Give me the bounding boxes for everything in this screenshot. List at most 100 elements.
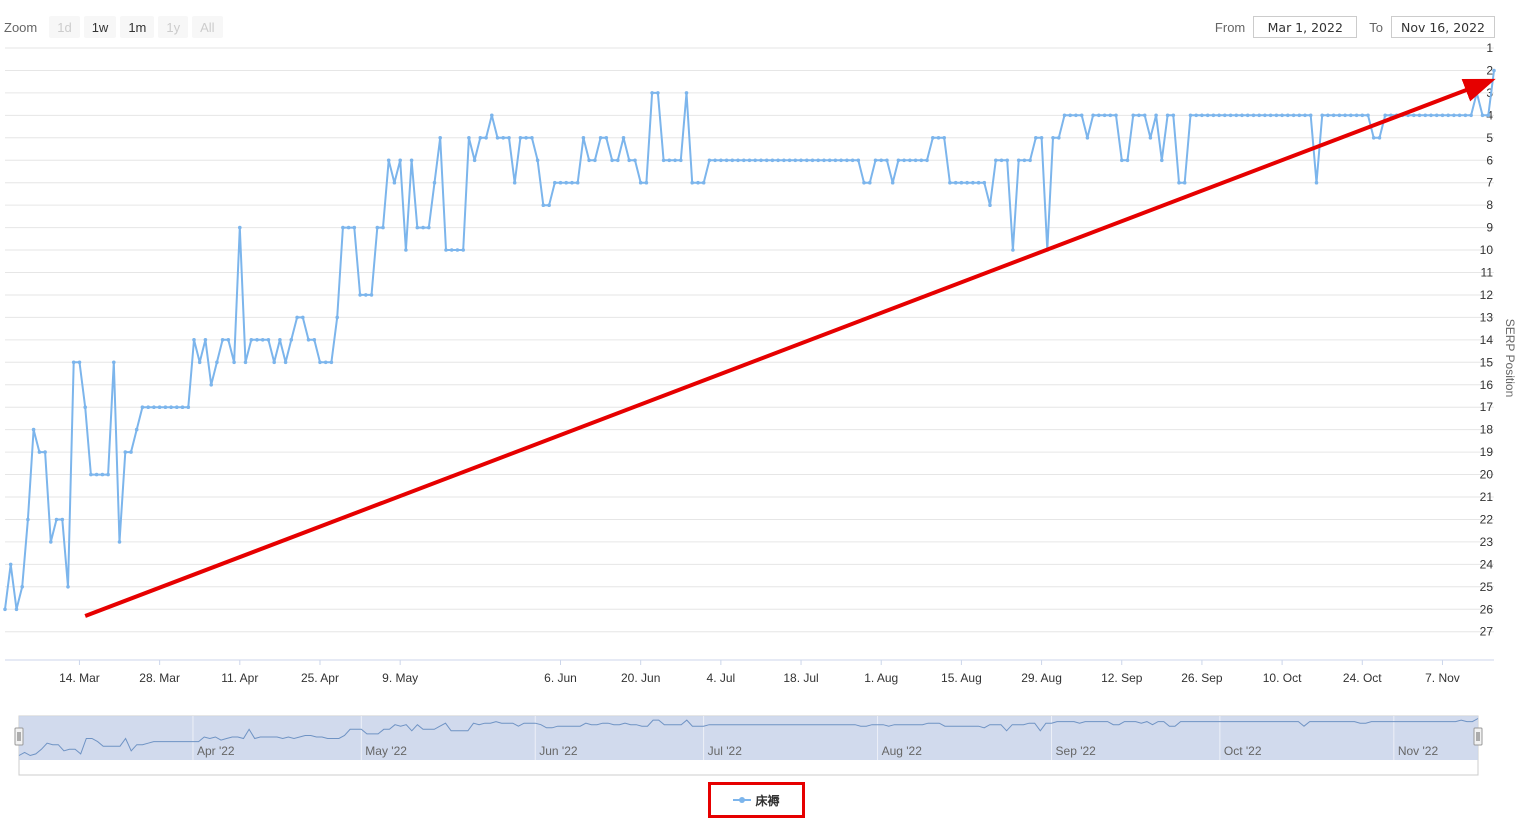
data-point[interactable] [392, 180, 397, 185]
data-point[interactable] [249, 338, 254, 342]
data-point[interactable] [26, 517, 30, 522]
data-point[interactable] [117, 540, 122, 544]
data-point[interactable] [1074, 113, 1078, 118]
data-point[interactable] [1165, 113, 1170, 118]
data-point[interactable] [1114, 113, 1118, 118]
data-point[interactable] [1286, 113, 1290, 118]
data-point[interactable] [495, 136, 500, 140]
data-point[interactable] [644, 180, 649, 185]
data-point[interactable] [409, 158, 414, 163]
data-point[interactable] [982, 180, 987, 185]
data-point[interactable] [742, 158, 746, 163]
data-point[interactable] [1131, 113, 1135, 118]
data-point[interactable] [226, 338, 231, 342]
data-point[interactable] [604, 136, 609, 140]
data-point[interactable] [759, 158, 763, 163]
data-point[interactable] [140, 405, 145, 410]
data-point[interactable] [255, 338, 259, 342]
data-point[interactable] [868, 180, 872, 185]
data-point[interactable] [306, 338, 311, 342]
data-point[interactable] [753, 158, 757, 163]
data-point[interactable] [60, 517, 65, 522]
data-point[interactable] [1423, 113, 1428, 118]
data-point[interactable] [810, 158, 815, 163]
data-point[interactable] [1297, 113, 1302, 118]
data-point[interactable] [438, 136, 443, 140]
data-point[interactable] [816, 158, 820, 163]
data-point[interactable] [260, 338, 265, 342]
data-point[interactable] [524, 136, 528, 140]
data-point[interactable] [896, 158, 901, 163]
data-point[interactable] [1480, 113, 1485, 118]
data-point[interactable] [20, 585, 25, 589]
data-point[interactable] [633, 158, 637, 163]
data-point[interactable] [598, 136, 603, 140]
data-point[interactable] [1137, 113, 1141, 118]
data-point[interactable] [472, 158, 477, 163]
data-point[interactable] [1343, 113, 1347, 118]
data-point[interactable] [341, 225, 345, 230]
data-point[interactable] [1492, 68, 1496, 73]
data-point[interactable] [283, 360, 288, 365]
data-point[interactable] [1303, 113, 1307, 118]
data-point[interactable] [209, 383, 213, 387]
data-point[interactable] [369, 293, 374, 297]
data-point[interactable] [301, 315, 305, 320]
data-point[interactable] [1160, 158, 1164, 163]
data-point[interactable] [444, 248, 448, 252]
data-point[interactable] [730, 158, 735, 163]
data-point[interactable] [106, 472, 110, 477]
data-point[interactable] [1429, 113, 1433, 118]
data-point[interactable] [1177, 180, 1181, 185]
data-point[interactable] [71, 360, 76, 365]
data-point[interactable] [999, 158, 1004, 163]
data-point[interactable] [570, 180, 574, 185]
data-point[interactable] [948, 180, 952, 185]
data-point[interactable] [971, 180, 975, 185]
data-point[interactable] [839, 158, 843, 163]
data-point[interactable] [1320, 113, 1324, 118]
data-point[interactable] [501, 136, 506, 140]
data-point[interactable] [54, 517, 59, 522]
data-point[interactable] [192, 338, 196, 342]
to-date-input[interactable] [1391, 16, 1495, 38]
zoom-1w-button[interactable]: 1w [83, 16, 117, 38]
data-point[interactable] [1039, 136, 1044, 140]
data-point[interactable] [404, 248, 408, 252]
data-point[interactable] [1457, 113, 1462, 118]
data-point[interactable] [575, 180, 580, 185]
data-point[interactable] [312, 338, 317, 342]
data-point[interactable] [845, 158, 849, 163]
data-point[interactable] [719, 158, 723, 163]
data-point[interactable] [1354, 113, 1359, 118]
data-point[interactable] [346, 225, 351, 230]
data-point[interactable] [1389, 113, 1393, 118]
data-point[interactable] [1337, 113, 1342, 118]
data-point[interactable] [535, 158, 540, 163]
data-point[interactable] [1068, 113, 1072, 118]
data-point[interactable] [1440, 113, 1445, 118]
zoom-1m-button[interactable]: 1m [120, 16, 155, 38]
data-point[interactable] [919, 158, 924, 163]
data-point[interactable] [1371, 136, 1376, 140]
data-point[interactable] [701, 180, 706, 185]
data-point[interactable] [610, 158, 614, 163]
data-point[interactable] [656, 91, 660, 95]
data-point[interactable] [661, 158, 666, 163]
data-point[interactable] [512, 180, 517, 185]
data-point[interactable] [976, 180, 981, 185]
data-point[interactable] [43, 450, 47, 454]
data-point[interactable] [696, 180, 700, 185]
data-point[interactable] [1268, 113, 1273, 118]
data-point[interactable] [994, 158, 998, 163]
data-point[interactable] [931, 136, 935, 140]
data-point[interactable] [94, 472, 99, 477]
data-point[interactable] [1079, 113, 1084, 118]
data-point[interactable] [776, 158, 780, 163]
data-point[interactable] [89, 472, 93, 477]
data-point[interactable] [381, 225, 385, 230]
data-point[interactable] [908, 158, 912, 163]
data-point[interactable] [822, 158, 826, 163]
data-point[interactable] [890, 180, 895, 185]
data-point[interactable] [1366, 113, 1370, 118]
